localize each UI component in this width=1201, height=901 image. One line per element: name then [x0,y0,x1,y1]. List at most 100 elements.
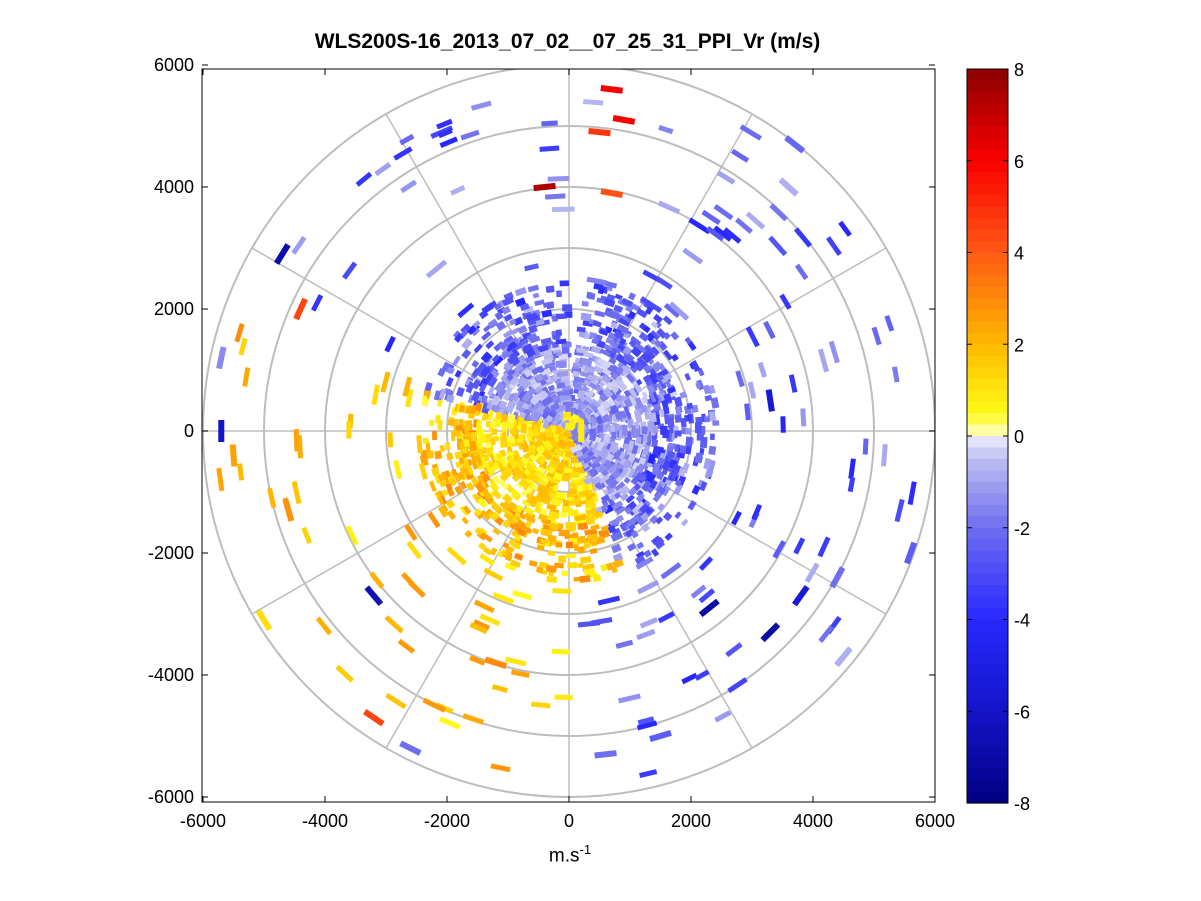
data-cell [567,496,575,501]
data-cell [506,445,513,453]
y-tick-label: 0 [184,421,194,441]
data-cell [679,391,688,399]
data-cell [657,200,681,215]
data-cell [267,487,277,509]
data-cell [505,401,516,413]
data-cell [723,227,742,244]
y-axis: 6000 4000 2000 0 -2000 -4000 -6000 [148,55,935,807]
data-cell [600,494,611,504]
data-cell [637,356,648,368]
data-cell [663,349,673,361]
data-cell [640,512,650,522]
grid-spoke [385,430,570,749]
data-cell [457,471,465,480]
data-cell [636,579,660,595]
data-cell [562,499,569,507]
data-cell [479,365,492,378]
data-cell [625,305,634,313]
data-point [649,729,672,743]
data-cell [644,506,653,515]
data-cell [493,303,502,311]
data-cell [342,261,358,280]
data-cell [585,513,594,521]
data-cell [590,476,601,486]
data-point [255,609,273,632]
colorbar-step [967,367,1008,380]
data-cell [638,502,650,513]
data-cell [817,536,831,558]
data-cell [664,532,673,541]
data-cell [662,511,673,522]
y-tick-label: -4000 [148,665,194,685]
data-cell [694,669,710,681]
data-cell [479,456,488,466]
data-cell [613,492,622,500]
data-cell [636,489,644,497]
data-cell [502,542,510,549]
data-cell [541,450,553,461]
data-cell [680,417,687,428]
data-cell [555,329,563,337]
data-cell [634,397,644,409]
colorbar-step [967,722,1008,735]
data-point [364,585,384,607]
data-cell [385,692,407,710]
data-cell [709,433,715,440]
x-axis: -6000 -4000 -2000 0 2000 4000 6000 [180,69,955,831]
data-cell [216,467,225,492]
data-cell [469,622,488,635]
data-cell [296,434,304,459]
data-cell [584,529,593,536]
data-cell [656,382,665,394]
data-cell [461,348,472,360]
data-cell [519,411,527,419]
data-cell [549,438,558,448]
data-cell [534,441,541,448]
data-cell [561,346,570,354]
data-cell [552,484,559,492]
data-cell [630,346,642,358]
data-cell [639,355,649,365]
data-cell [577,620,601,628]
colorbar-step [967,596,1008,609]
data-cell [583,366,595,374]
data-cell [674,414,683,423]
data-point [578,420,585,442]
data-cell [828,340,840,364]
data-cell [646,384,656,395]
data-cell [495,320,507,331]
data-cell [523,506,535,516]
data-cell [521,391,532,403]
data-cell [712,420,720,426]
data-cell [607,331,617,341]
data-cell [585,500,595,508]
data-cell [516,481,524,489]
data-cell [498,479,509,491]
data-cell [581,483,590,492]
data-cell [618,451,626,460]
data-cell [538,495,551,503]
data-cell [529,393,542,406]
data-cell [735,217,753,234]
data-cell [481,331,492,341]
data-cells [216,85,918,778]
data-cell [553,472,565,481]
data-cell [640,523,651,533]
data-cell [818,625,834,644]
data-cell [380,371,391,393]
data-cell [730,148,750,163]
data-cell [515,400,525,412]
data-cell [426,450,435,459]
data-cell [504,553,513,562]
colorbar-step [967,321,1008,334]
colorbar-step [967,114,1008,127]
data-cell [551,648,571,655]
data-cell [636,307,648,319]
data-cell [561,570,569,576]
data-cell [600,524,610,532]
data-cell [541,386,550,395]
data-cell [474,410,480,417]
data-cell [763,320,776,340]
chart-title: WLS200S-16_2013_07_02__07_25_31_PPI_Vr (… [314,30,821,53]
data-cell [487,385,496,397]
